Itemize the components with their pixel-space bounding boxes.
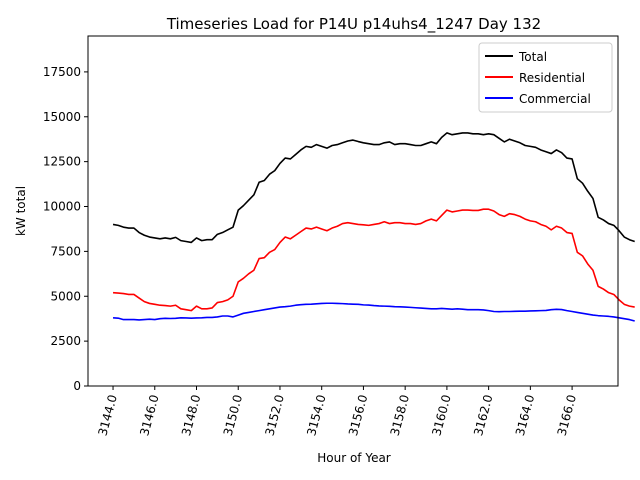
series-lines bbox=[112, 132, 635, 322]
x-tick-label: 3144.0 bbox=[96, 393, 120, 437]
x-tick-label: 3156.0 bbox=[346, 393, 370, 437]
y-tick-label: 10000 bbox=[43, 200, 81, 214]
y-tick-label: 0 bbox=[73, 379, 81, 393]
legend-label-residential: Residential bbox=[519, 71, 585, 85]
y-tick-label: 7500 bbox=[50, 244, 81, 258]
x-tick-label: 3158.0 bbox=[388, 393, 412, 437]
series-line-residential bbox=[112, 208, 635, 312]
y-axis: 0 2500 5000 7500 10000 12500 15000 17500 bbox=[43, 65, 88, 393]
x-tick-label: 3166.0 bbox=[555, 393, 579, 437]
series-line-total bbox=[112, 132, 635, 244]
legend-box bbox=[478, 42, 613, 113]
y-tick-label: 5000 bbox=[50, 289, 81, 303]
y-tick-label: 12500 bbox=[43, 155, 81, 169]
x-tick-label: 3162.0 bbox=[471, 393, 495, 437]
series-line-commercial bbox=[112, 302, 635, 322]
x-tick-label: 3150.0 bbox=[221, 393, 245, 437]
x-tick-label: 3146.0 bbox=[137, 393, 161, 437]
legend: Total Residential Commercial bbox=[478, 42, 613, 113]
y-axis-label: kW total bbox=[14, 186, 28, 236]
x-axis-label: Hour of Year bbox=[317, 451, 391, 465]
x-tick-label: 3148.0 bbox=[179, 393, 203, 437]
chart-title: Timeseries Load for P14U p14uhs4_1247 Da… bbox=[166, 15, 541, 34]
legend-label-commercial: Commercial bbox=[519, 92, 591, 106]
y-tick-label: 15000 bbox=[43, 110, 81, 124]
plot-frame bbox=[87, 35, 619, 387]
legend-label-total: Total bbox=[518, 50, 547, 64]
x-tick-label: 3160.0 bbox=[429, 393, 453, 437]
y-tick-label: 17500 bbox=[43, 65, 81, 79]
x-tick-label: 3152.0 bbox=[262, 393, 286, 437]
x-tick-label: 3154.0 bbox=[304, 393, 328, 437]
x-tick-label: 3164.0 bbox=[513, 393, 537, 437]
y-tick-label: 2500 bbox=[50, 334, 81, 348]
x-axis: 3144.0 3146.0 3148.0 3150.0 3152.0 3154.0 3156… bbox=[96, 386, 579, 437]
